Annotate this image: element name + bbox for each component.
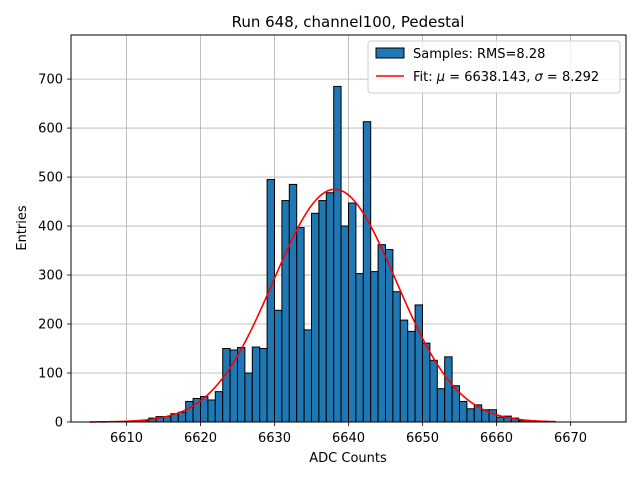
fit-curve-layer (89, 188, 556, 423)
histogram-bar (348, 202, 357, 423)
histogram-bar (259, 348, 268, 423)
histogram-bar (355, 273, 364, 423)
histogram-bar (251, 346, 261, 423)
x-tick-label: 6650 (406, 431, 439, 446)
histogram-bar (318, 200, 327, 423)
legend-label-samples: Samples: RMS=8.28 (413, 47, 545, 62)
y-tick-label: 700 (38, 73, 63, 88)
histogram-bar (237, 347, 246, 423)
sigma-value: 8.292 (562, 70, 599, 85)
histogram-bar (407, 330, 416, 423)
x-tick-label: 6640 (332, 431, 365, 446)
histogram-bar (244, 372, 253, 423)
mu-value: 6638.143 (464, 70, 526, 85)
histogram-bar (466, 408, 475, 423)
y-axis-label: Entries (15, 205, 30, 251)
histogram-bar (377, 244, 387, 423)
chart-title: Run 648, channel100, Pedestal (232, 13, 465, 31)
x-tick-label: 6630 (258, 431, 291, 446)
x-tick-label: 6610 (110, 431, 143, 446)
histogram-bar (496, 416, 505, 423)
histogram-bar (296, 227, 305, 423)
histogram-bar (370, 271, 379, 423)
histogram-bar (362, 121, 372, 423)
histogram-bar (288, 183, 298, 423)
histogram-bar (429, 359, 438, 423)
mu-symbol: μ (436, 70, 445, 85)
histogram-bar (281, 200, 290, 423)
mu-equals: = (445, 70, 464, 85)
x-axis-label: ADC Counts (309, 451, 387, 466)
histogram-bar (422, 342, 431, 423)
histogram-bar (325, 192, 335, 423)
histogram-bar (207, 399, 216, 423)
y-tick-label: 600 (38, 122, 63, 137)
legend: Samples: RMS=8.28 Fit: μ = 6638.143, σ =… (367, 40, 621, 94)
histogram-bar (214, 391, 224, 423)
histogram-bar (340, 225, 350, 423)
y-tick-label: 400 (38, 220, 63, 235)
x-tick-label: 6620 (184, 431, 217, 446)
histogram-bar (222, 348, 231, 423)
legend-box (367, 40, 621, 94)
histogram-bar (266, 179, 276, 423)
y-tick-label: 200 (38, 318, 63, 333)
legend-label-fit: Fit: μ = 6638.143, σ = 8.292 (413, 70, 599, 85)
histogram-bar (311, 212, 320, 423)
sigma-symbol: σ (535, 70, 544, 85)
sigma-equals: = (543, 70, 562, 85)
histogram-bar (436, 388, 446, 423)
histogram-bar (414, 304, 424, 423)
x-tick-label: 6670 (554, 431, 587, 446)
histogram-bar (274, 309, 283, 423)
histogram-bar (333, 85, 342, 423)
histogram-bar (488, 409, 498, 423)
fit-label-prefix: Fit: (413, 70, 437, 85)
legend-swatch-samples (375, 47, 405, 59)
y-tick-label: 500 (38, 171, 63, 186)
histogram-bar (303, 329, 313, 423)
histogram-bar (444, 356, 453, 423)
x-tick-label: 6660 (480, 431, 513, 446)
histogram-bar (399, 319, 409, 423)
y-tick-label: 0 (55, 416, 63, 431)
y-tick-label: 100 (38, 367, 63, 382)
y-axis-ticks: 0 100 200 300 400 500 600 700 (38, 73, 71, 431)
histogram-bar (185, 400, 194, 423)
x-axis-ticks: 6610 6620 6630 6640 6650 6660 6670 (110, 422, 587, 446)
y-tick-label: 300 (38, 269, 63, 284)
legend-separator: , (526, 70, 534, 85)
histogram-bar (392, 291, 401, 423)
fit-curve (89, 188, 556, 423)
histogram-bar (459, 400, 468, 423)
histogram-bar (385, 249, 394, 423)
histogram-bar (177, 411, 187, 423)
